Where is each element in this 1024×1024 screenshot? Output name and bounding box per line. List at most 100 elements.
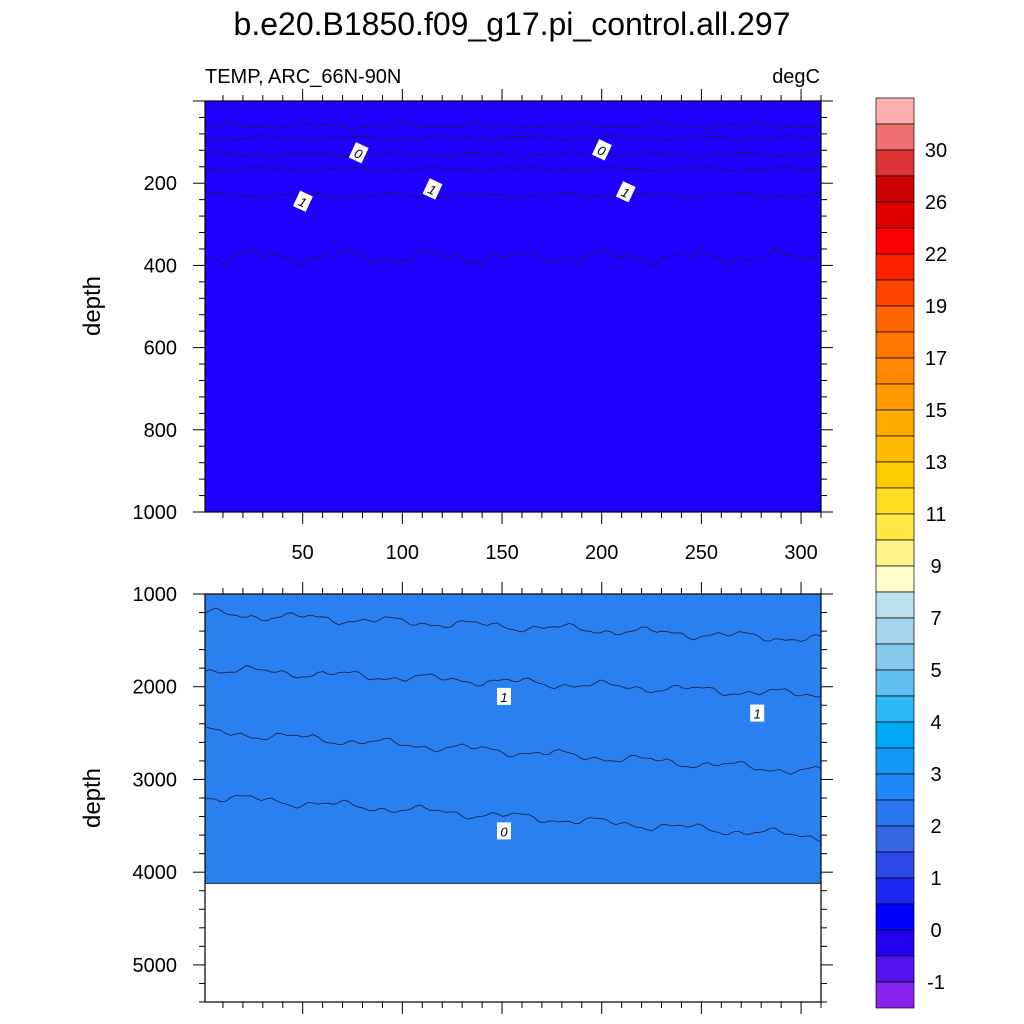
y-tick-label: 600 bbox=[144, 338, 177, 360]
colorbar-swatch bbox=[875, 643, 915, 671]
contour-line-lower-3 bbox=[205, 726, 821, 775]
colorbar-swatch bbox=[875, 903, 915, 931]
contour-label-box bbox=[591, 139, 612, 161]
colorbar-label: 4 bbox=[930, 712, 941, 734]
colorbar-swatches bbox=[875, 97, 915, 1009]
contour-line-lower-1 bbox=[205, 607, 821, 642]
contour-line-upper-3 bbox=[205, 151, 821, 159]
colorbar-label: 9 bbox=[930, 556, 941, 578]
colorbar-swatch bbox=[875, 201, 915, 229]
colorbar-label: 0 bbox=[930, 920, 941, 942]
x-tick-label: 200 bbox=[585, 542, 618, 564]
colorbar-swatch bbox=[875, 123, 915, 151]
colorbar-label: 3 bbox=[930, 764, 941, 786]
y-tick-label: 1000 bbox=[133, 584, 178, 606]
contour-label-lower-1: 1 bbox=[750, 704, 765, 722]
colorbar-swatch bbox=[875, 409, 915, 437]
contour-label-text: 1 bbox=[754, 707, 761, 722]
y-tick-label: 3000 bbox=[133, 769, 178, 791]
contour-line-upper-2 bbox=[205, 134, 821, 142]
colorbar-swatch bbox=[875, 279, 915, 307]
colorbar-swatch bbox=[875, 305, 915, 333]
colorbar-swatch bbox=[875, 929, 915, 957]
no-data-area bbox=[205, 883, 821, 1002]
colorbar-label: 5 bbox=[930, 660, 941, 682]
contour-label-upper-2: 1 bbox=[292, 190, 313, 212]
x-tick-label: 300 bbox=[784, 542, 817, 564]
contour-band-upper-0 bbox=[205, 101, 821, 512]
colorbar-swatch bbox=[875, 357, 915, 385]
colorbar-swatch bbox=[875, 669, 915, 697]
contour-label-text: 1 bbox=[500, 690, 507, 705]
colorbar-swatch bbox=[875, 487, 915, 515]
colorbar-swatch bbox=[875, 721, 915, 749]
colorbar-swatch bbox=[875, 591, 915, 619]
colorbar-label: 22 bbox=[925, 244, 947, 266]
x-tick-label: 250 bbox=[685, 542, 718, 564]
upper-y-ticks: 200 400 600 800 1000 bbox=[133, 100, 833, 524]
colorbar-label: 26 bbox=[925, 192, 947, 214]
colorbar-label: 17 bbox=[925, 348, 947, 370]
lower-contour-lines bbox=[205, 607, 821, 884]
colorbar-swatch bbox=[875, 513, 915, 541]
contour-label-upper-3: 1 bbox=[422, 178, 443, 200]
colorbar-swatch bbox=[875, 227, 915, 255]
colorbar-swatch bbox=[875, 955, 915, 983]
contour-label-box bbox=[348, 142, 369, 164]
y-tick-label: 4000 bbox=[133, 862, 178, 884]
y-tick-label: 2000 bbox=[133, 677, 178, 699]
upper-contour-fills bbox=[205, 101, 821, 512]
contour-label-box bbox=[615, 181, 636, 203]
contour-line-lower-2 bbox=[205, 665, 821, 698]
colorbar-swatch bbox=[875, 461, 915, 489]
upper-plot-frame bbox=[204, 100, 822, 513]
colorbar-label: 2 bbox=[930, 816, 941, 838]
contour-line-upper-1 bbox=[205, 122, 821, 130]
lower-contour-fills bbox=[205, 594, 821, 1002]
upper-x-ticks: 50 100 150 200 250 300 bbox=[222, 89, 822, 564]
colorbar-swatch bbox=[875, 981, 915, 1009]
colorbar-swatch bbox=[875, 383, 915, 411]
colorbar-label: 15 bbox=[925, 400, 947, 422]
upper-contour-lines bbox=[205, 122, 821, 267]
lower-y-axis-label: depth bbox=[79, 768, 106, 828]
colorbar-swatch bbox=[875, 175, 915, 203]
colorbar-label: 30 bbox=[925, 140, 947, 162]
x-tick-label: 150 bbox=[485, 542, 518, 564]
colorbar-label: -1 bbox=[927, 972, 945, 994]
contour-label-upper-4: 1 bbox=[615, 181, 636, 203]
lower-panel: 1 1 0 1000 2000 3000 4000 5000 depth bbox=[79, 582, 833, 1014]
colorbar-label: 19 bbox=[925, 296, 947, 318]
colorbar-swatch bbox=[875, 435, 915, 463]
colorbar-label: 7 bbox=[930, 608, 941, 630]
units-subtitle: degC bbox=[772, 66, 820, 88]
y-tick-label: 200 bbox=[144, 173, 177, 195]
contour-label-lower-0: 1 bbox=[497, 687, 511, 705]
colorbar-swatch bbox=[875, 565, 915, 593]
colorbar-swatch bbox=[875, 539, 915, 567]
lower-contour-labels: 1 1 0 bbox=[497, 687, 765, 840]
contour-label-upper-0: 0 bbox=[348, 142, 369, 164]
colorbar-swatch bbox=[875, 253, 915, 281]
y-tick-label: 800 bbox=[144, 420, 177, 442]
colorbar-swatch bbox=[875, 695, 915, 723]
y-tick-label: 5000 bbox=[133, 955, 178, 977]
colorbar-swatch bbox=[875, 617, 915, 645]
lower-x-ticks bbox=[222, 582, 822, 1014]
contour-label-box bbox=[750, 704, 765, 722]
x-tick-label: 100 bbox=[386, 542, 419, 564]
colorbar-swatch bbox=[875, 877, 915, 905]
lower-y-ticks: 1000 2000 3000 4000 5000 bbox=[133, 584, 833, 1003]
colorbar-swatch bbox=[875, 331, 915, 359]
contour-label-text: 0 bbox=[500, 824, 508, 839]
colorbar-swatch bbox=[875, 825, 915, 853]
contour-band-lower-0 bbox=[205, 594, 821, 884]
upper-y-axis-label: depth bbox=[79, 276, 106, 336]
colorbar-swatch bbox=[875, 747, 915, 775]
contour-label-lower-2: 0 bbox=[497, 822, 511, 840]
y-tick-label: 400 bbox=[144, 255, 177, 277]
colorbar-label: 1 bbox=[930, 868, 941, 890]
